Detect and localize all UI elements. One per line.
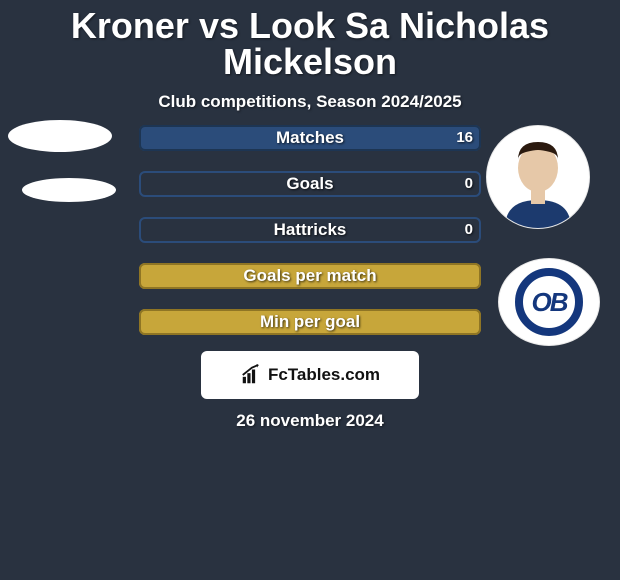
stat-bar: Goals0 (139, 171, 481, 197)
player-avatar (486, 125, 590, 229)
stat-bar-label: Goals (139, 171, 481, 197)
footer-date: 26 november 2024 (0, 411, 620, 431)
stat-bar-label: Min per goal (139, 309, 481, 335)
stats-bars: Matches16Goals0Hattricks0Goals per match… (139, 125, 481, 355)
stat-bar: Goals per match (139, 263, 481, 289)
stat-bar-label: Hattricks (139, 217, 481, 243)
club-badge: OB (498, 258, 600, 346)
club-badge-text: OB (515, 268, 583, 336)
stat-bar-label: Matches (139, 125, 481, 151)
page-subtitle: Club competitions, Season 2024/2025 (0, 92, 620, 112)
decorative-ellipse-2 (22, 178, 116, 202)
page-title: Kroner vs Look Sa Nicholas Mickelson (0, 0, 620, 80)
stat-bar-value: 16 (456, 125, 473, 151)
person-icon (495, 132, 581, 228)
decorative-ellipse-1 (8, 120, 112, 152)
brand-card: FcTables.com (201, 351, 419, 399)
stat-bar: Min per goal (139, 309, 481, 335)
stat-bar: Matches16 (139, 125, 481, 151)
stat-bar: Hattricks0 (139, 217, 481, 243)
stat-bar-value: 0 (465, 217, 473, 243)
brand-text: FcTables.com (268, 365, 380, 385)
chart-icon (240, 364, 262, 386)
stat-bar-value: 0 (465, 171, 473, 197)
stat-bar-label: Goals per match (139, 263, 481, 289)
